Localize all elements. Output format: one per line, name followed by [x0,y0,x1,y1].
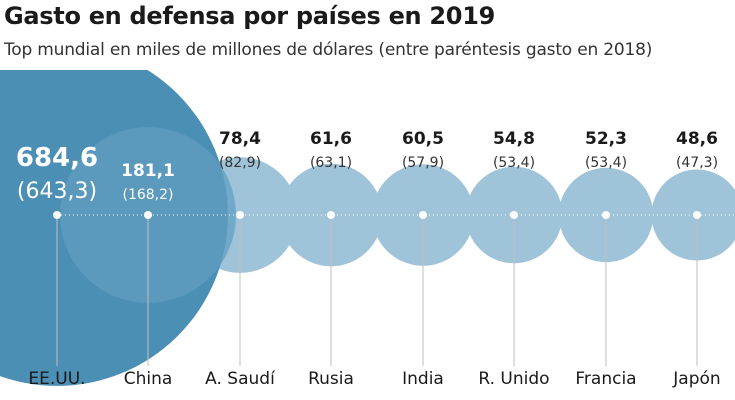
value-2018-label: (63,1) [310,155,352,171]
value-2018-label: (82,9) [219,155,261,171]
value-2018-label: (53,4) [493,155,535,171]
value-2019-label: 54,8 [493,129,535,149]
value-2019-label: 61,6 [310,129,352,149]
category-label: China [124,369,173,389]
category-label: Japón [672,369,720,389]
center-dot [510,211,518,219]
chart-subtitle: Top mundial en miles de millones de dóla… [4,40,653,60]
value-2018-label: (53,4) [585,155,627,171]
chart-title: Gasto en defensa por países en 2019 [4,2,495,30]
category-label: A. Saudí [205,369,276,389]
value-2019-label: 60,5 [402,129,444,149]
center-dot [602,211,610,219]
value-2019-label: 48,6 [676,129,718,149]
center-dot [53,211,61,219]
center-dot [327,211,335,219]
value-2019-label: 78,4 [219,129,261,149]
center-dot [144,211,152,219]
center-dot [236,211,244,219]
value-2019-label: 684,6 [16,143,98,173]
category-label: R. Unido [478,369,549,389]
center-dot [419,211,427,219]
value-2019-label: 52,3 [585,129,627,149]
center-dot [693,211,701,219]
value-2018-label: (47,3) [676,155,718,171]
value-2019-label: 181,1 [121,161,175,181]
category-label: Francia [575,369,636,389]
value-2018-label: (643,3) [17,179,97,204]
category-label: EE.UU. [28,369,85,389]
category-label: Rusia [308,369,354,389]
value-2018-label: (168,2) [122,187,173,203]
category-label: India [402,369,444,389]
value-2018-label: (57,9) [402,155,444,171]
